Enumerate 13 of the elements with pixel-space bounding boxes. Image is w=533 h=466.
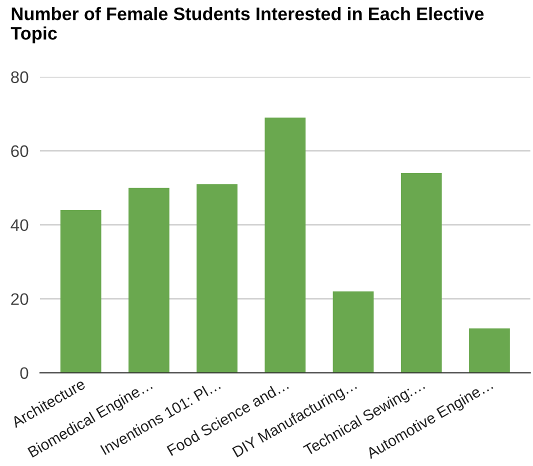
bar bbox=[469, 328, 510, 373]
y-tick-label: 0 bbox=[20, 367, 28, 380]
y-tick-label: 20 bbox=[11, 293, 28, 306]
bar bbox=[60, 210, 102, 373]
bar bbox=[196, 184, 238, 373]
y-tick-label: 60 bbox=[11, 145, 28, 158]
y-tick-label: 40 bbox=[10, 219, 28, 232]
bar bbox=[264, 118, 306, 373]
y-tick-label: 80 bbox=[11, 71, 28, 84]
bar bbox=[128, 188, 170, 373]
bar bbox=[332, 291, 374, 373]
chart-title: Number of Female Students Interested in Each Elective Topic bbox=[10, 6, 484, 44]
bar bbox=[400, 173, 442, 373]
